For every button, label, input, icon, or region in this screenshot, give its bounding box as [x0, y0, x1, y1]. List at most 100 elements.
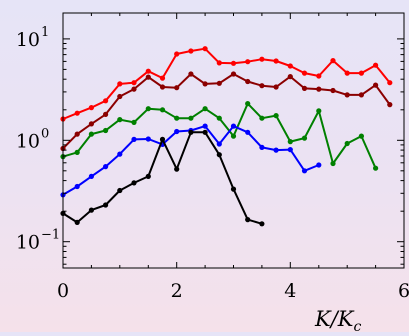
series-3-point [174, 128, 180, 135]
series-1-point [74, 131, 80, 137]
series-1-point [230, 71, 237, 77]
series-3-point [145, 136, 151, 142]
series-3-point [316, 162, 322, 168]
series-0-point [88, 105, 94, 111]
series-4-point [117, 187, 123, 194]
y-tick-label-base: 10 [16, 232, 40, 254]
series-2-point [174, 115, 180, 121]
series-3-point [74, 183, 80, 190]
series-4-point [174, 166, 180, 172]
series-3-point [131, 136, 137, 142]
series-2-point [245, 101, 251, 107]
x-axis-label: K/Kc [314, 307, 361, 332]
series-4-point [188, 129, 194, 135]
series-1-point [373, 82, 379, 88]
series-1-point [301, 85, 308, 91]
series-3-point [245, 129, 251, 135]
series-2-point [316, 108, 322, 114]
y-tick-label-exponent: 1 [41, 25, 49, 40]
y-tick-label-base: 10 [16, 29, 40, 51]
series-2-point [358, 133, 364, 139]
y-tick-label-exponent: 0 [41, 126, 49, 141]
series-4-point [230, 186, 237, 192]
series-0-point [145, 68, 151, 74]
series-0-point [159, 75, 166, 81]
y-tick-label-exponent: −1 [41, 228, 60, 243]
series-0-point [74, 110, 80, 116]
series-2-line [62, 102, 377, 169]
axes-layer [62, 12, 405, 269]
series-2-point [373, 165, 379, 171]
series-2-point [88, 131, 94, 137]
series-4-point [131, 180, 137, 186]
series-2-point [117, 117, 123, 123]
series-4-point [159, 136, 166, 142]
series-3-point [117, 151, 123, 157]
series-3-point [259, 144, 265, 150]
series-1-point [358, 92, 364, 98]
series-3-line [62, 125, 320, 196]
series-2-point [230, 133, 237, 139]
series-2-point [273, 113, 279, 119]
series-1-point [216, 80, 222, 86]
series-2-point [216, 115, 222, 121]
series-1-point [330, 87, 336, 94]
series-0-point [216, 60, 222, 66]
series-3-point [273, 147, 279, 153]
series-2-point [287, 139, 293, 145]
series-2-point [301, 135, 308, 141]
series-2-point [103, 127, 109, 134]
series-0-point [330, 58, 336, 64]
series-0-point [287, 63, 293, 69]
series-1-point [188, 71, 194, 77]
series-1-point [145, 74, 151, 80]
series-0-point [202, 46, 208, 52]
x-tick-label: 2 [171, 280, 183, 302]
x-axis-label-subscript: c [353, 319, 361, 332]
series-0-point [174, 51, 180, 57]
series-0-point [387, 80, 393, 86]
series-3-point [301, 168, 308, 174]
series-2-point [344, 140, 350, 147]
series-4-point [74, 219, 80, 225]
series-1-point [287, 74, 293, 80]
series-layer [60, 46, 393, 227]
series-4-point [216, 152, 222, 158]
series-1-point [387, 102, 393, 108]
series-1-point [174, 85, 180, 91]
series-0-point [301, 70, 308, 76]
y-tick-label-base: 10 [16, 130, 40, 152]
series-0-line [62, 47, 391, 120]
series-1-point [88, 121, 94, 127]
series-1-point [202, 81, 208, 87]
series-4-point [245, 217, 251, 223]
series-2-point [159, 107, 166, 113]
x-tick-label: 6 [398, 280, 409, 302]
series-2-point [330, 160, 336, 167]
series-3-point [287, 147, 293, 153]
series-2-point [131, 119, 137, 125]
series-0-point [373, 62, 379, 68]
series-1-point [344, 92, 350, 98]
series-1-point [273, 84, 279, 90]
series-4-point [259, 221, 265, 227]
series-0-point [273, 58, 279, 64]
series-1-point [259, 83, 265, 89]
series-1-point [245, 78, 251, 85]
series-0-point [316, 73, 322, 79]
series-1-point [316, 86, 322, 92]
series-2-point [202, 106, 208, 112]
series-4-point [202, 129, 208, 135]
series-2-point [74, 149, 80, 155]
series-3-point [230, 123, 237, 129]
series-0-point [117, 81, 123, 87]
series-2-point [145, 106, 151, 112]
series-3-point [216, 141, 222, 147]
series-3-point [88, 173, 94, 179]
series-1-point [117, 93, 123, 100]
series-0-point [259, 56, 265, 62]
series-0-point [103, 98, 109, 104]
x-tick-label: 0 [57, 280, 69, 302]
